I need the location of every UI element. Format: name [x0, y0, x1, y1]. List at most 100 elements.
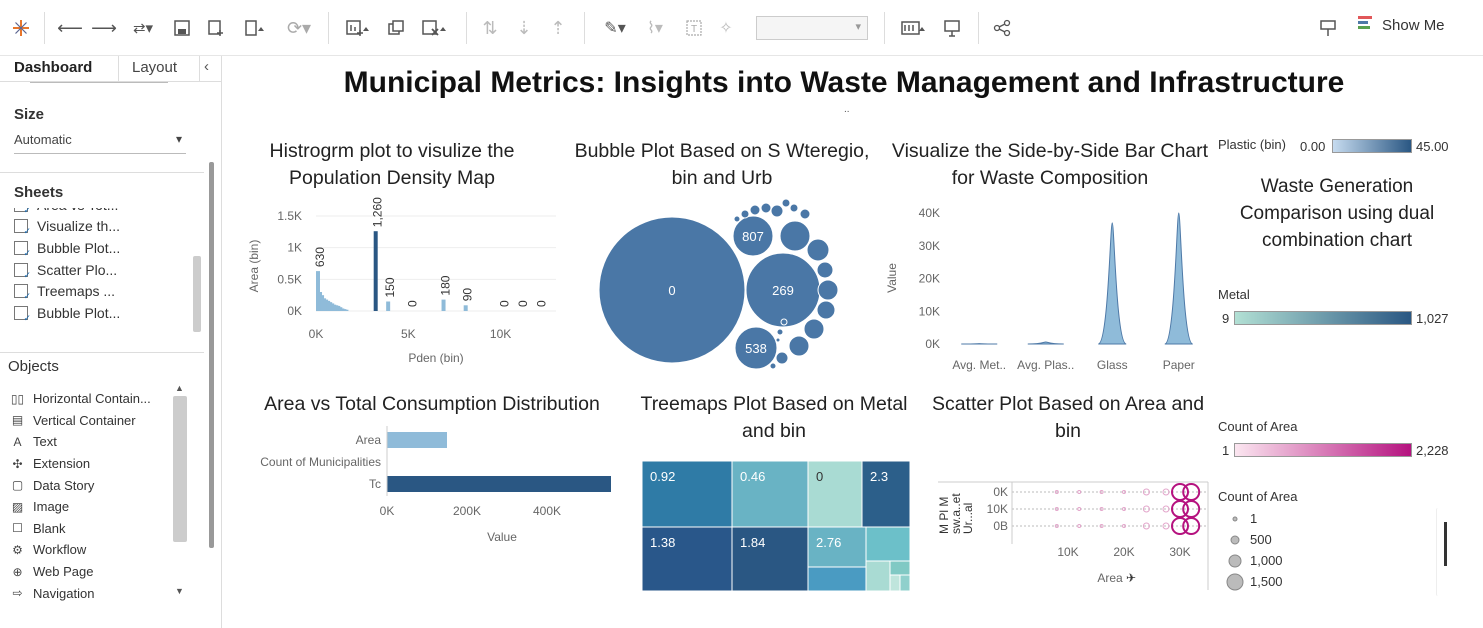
size-legend-item[interactable]: 1,500 [1226, 571, 1346, 592]
object-item-label: Text [33, 434, 57, 450]
pause-icon[interactable] [238, 14, 272, 42]
sheet-item[interactable]: Treemaps ... [14, 280, 194, 302]
redo-icon[interactable]: ⟶ [91, 17, 117, 38]
objects-scrollbar[interactable] [173, 396, 187, 542]
objects-scroll-up-icon[interactable]: ▲ [175, 383, 184, 393]
new-worksheet-icon[interactable] [340, 14, 378, 42]
navigation-icon: ⇨ [12, 586, 23, 601]
count-area-legend-max: 2,228 [1416, 443, 1449, 458]
duplicate-icon[interactable] [384, 14, 408, 42]
label-icon[interactable]: T [682, 14, 706, 42]
tab-layout[interactable]: Layout [118, 56, 200, 82]
object-item[interactable]: ▢ Data Story [10, 474, 180, 496]
sidebar-scrollbar[interactable] [209, 162, 214, 548]
object-item-label: Web Page [33, 564, 94, 580]
area-x-tick: Paper [1163, 358, 1195, 372]
scatter-point [1077, 524, 1082, 528]
objects-scroll-down-icon[interactable]: ▼ [175, 586, 184, 596]
new-datasource-icon[interactable] [204, 14, 228, 42]
tab-dashboard[interactable]: Dashboard [14, 59, 93, 76]
object-item[interactable]: ☐ Blank [10, 518, 180, 540]
treemap-cell-label: 2.3 [870, 469, 888, 484]
sort-asc-icon[interactable]: ⇣ [516, 17, 532, 38]
bubble [799, 208, 811, 220]
swap-icon[interactable]: ⇅ [482, 17, 498, 38]
pin-icon[interactable]: ✧ [719, 20, 733, 37]
metal-legend-title: Metal [1218, 287, 1250, 302]
object-item[interactable]: ✣ Extension [10, 453, 180, 475]
highlight-icon[interactable]: ✎▾ [604, 20, 626, 37]
bubble-chart[interactable]: 0 269 807 538 [592, 196, 852, 386]
sheet-item[interactable]: Bubble Plot... [14, 237, 194, 259]
share-icon[interactable] [990, 14, 1014, 42]
replay-icon[interactable]: ⇄▾ [132, 20, 154, 37]
waste-composition-chart[interactable]: 0K 10K 20K 30K 40K Avg. Met.. Avg. Plas.. Glass… [882, 196, 1222, 376]
dashboard-canvas: Municipal Metrics: Insights into Waste M… [222, 56, 1483, 628]
object-item[interactable]: ⚙ Workflow [10, 539, 180, 561]
area-y-tick: 20K [919, 272, 940, 286]
attach-icon[interactable]: ⌇▾ [647, 20, 663, 37]
size-circle-icon [1226, 552, 1244, 570]
fit-dropdown[interactable] [756, 16, 868, 40]
histogram-bar [322, 298, 327, 311]
scatter-title: Scatter Plot Based on Area and bin [931, 393, 1205, 442]
tooltip-icon[interactable] [1316, 14, 1340, 42]
histogram-bar [332, 304, 337, 311]
scatter-point [1054, 524, 1059, 528]
histogram-bar [334, 305, 339, 311]
scatter-x-tick: 30K [1169, 545, 1190, 559]
sidebar-tabs: Dashboard Layout ‹ [0, 56, 222, 82]
extension-icon: ✣ [12, 456, 23, 471]
sheet-item[interactable]: Scatter Plo... [14, 259, 194, 281]
object-item[interactable]: ⇨ Navigation [10, 582, 180, 604]
undo-icon[interactable]: ⟵ [57, 17, 83, 38]
toolbar-divider [466, 12, 467, 44]
object-item[interactable]: ▨ Image [10, 496, 180, 518]
consumption-chart[interactable]: Area Count of Municipalities Tc 0K 200K 400K V… [232, 426, 632, 556]
sheet-item[interactable]: Visualize th... [14, 216, 194, 237]
size-select[interactable]: Automatic [14, 132, 186, 154]
treemap-cell [889, 560, 910, 576]
sheets-scrollbar[interactable] [193, 256, 201, 332]
sheet-item[interactable]: Bubble Plot... [14, 302, 194, 324]
bubble [789, 203, 799, 213]
object-item[interactable]: ▤ Vertical Container [10, 410, 180, 432]
treemap-cell-label: 2.76 [816, 535, 841, 550]
scatter-chart[interactable]: 0K M Pl M 10K sw.a..et 0B Ur...al 10K 20K 30K Are… [930, 474, 1220, 590]
size-section-title: Size [14, 106, 45, 123]
histogram-y-tick: 1.5K [277, 209, 302, 223]
clear-icon[interactable] [416, 14, 456, 42]
size-legend-item[interactable]: 500 [1226, 529, 1346, 550]
sheet-item[interactable]: Area vs Tot... [14, 208, 194, 216]
area-y-tick: 10K [919, 304, 940, 318]
bubble [780, 318, 788, 326]
object-item[interactable]: ⊕ Web Page [10, 561, 180, 583]
show-me-button[interactable]: Show Me [1358, 16, 1445, 34]
size-legend-item[interactable]: 1,000 [1226, 550, 1346, 571]
histogram-bar [320, 295, 325, 311]
object-item-label: Vertical Container [33, 412, 136, 428]
treemap-cell [642, 461, 733, 528]
size-legend-item[interactable]: 1 [1226, 508, 1346, 529]
bubble [806, 238, 830, 262]
histogram-y-label: Area (bin) [247, 240, 261, 293]
bubble [779, 220, 811, 252]
refresh-icon[interactable]: ⟳▾ [286, 17, 312, 38]
scatter-point [1054, 507, 1059, 511]
area-y-tick: 0K [925, 337, 940, 351]
presentation-icon[interactable] [940, 14, 964, 42]
save-icon[interactable] [170, 14, 194, 42]
histogram-bar-label: 0 [535, 300, 549, 307]
toolbar-divider [584, 12, 585, 44]
treemap-chart[interactable]: 0.92 0.46 0 2.3 1.38 1.84 2.76 [642, 461, 910, 591]
object-item[interactable]: ▯▯ Horizontal Contain... [10, 388, 180, 410]
area-series [1164, 212, 1194, 345]
collapse-sidebar-icon[interactable]: ‹ [204, 58, 209, 75]
legend-scroll-thumb[interactable] [1444, 522, 1447, 566]
histogram-bar [340, 308, 345, 311]
tableau-logo-icon[interactable] [10, 14, 32, 42]
sort-desc-icon[interactable]: ⇡ [550, 17, 566, 38]
show-cards-icon[interactable] [896, 14, 932, 42]
object-item[interactable]: A Text [10, 431, 180, 453]
